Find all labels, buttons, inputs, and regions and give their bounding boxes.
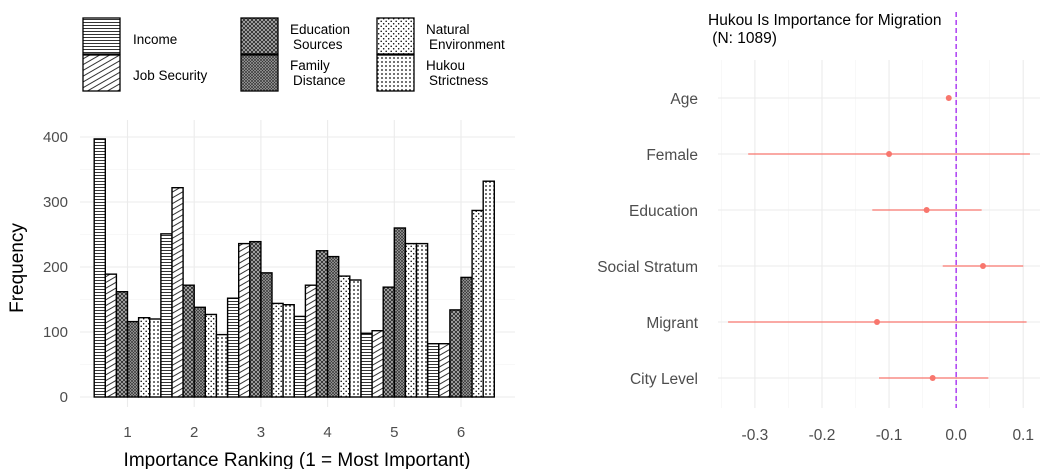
variable-label: City Level (630, 371, 698, 388)
x-tick-label: -0.3 (742, 427, 769, 444)
x-tick-label: 4 (323, 424, 331, 441)
x-axis-label: Importance Ranking (1 = Most Important) (124, 450, 471, 469)
bar-job-security-1 (104, 273, 118, 398)
legend-key-income (82, 17, 121, 55)
legend-label-natural-environment: Natural Environment (426, 22, 505, 52)
point-city-level (929, 375, 936, 381)
bar-natural-environment-1 (137, 317, 151, 398)
bar-education-sources-2 (182, 284, 195, 398)
bar-job-security-3 (237, 242, 251, 398)
bar-natural-environment-3 (271, 302, 284, 398)
x-tick-label: -0.1 (876, 427, 903, 444)
y-tick-label: 200 (43, 259, 68, 276)
bar-natural-environment-6 (471, 209, 484, 398)
x-axis-ticks: 1 2 3 4 5 6 (123, 424, 465, 441)
bar-income-5 (360, 332, 373, 398)
x-tick-label: 3 (257, 424, 265, 441)
variable-label: Migrant (646, 315, 698, 332)
x-tick-label: 1 (123, 424, 131, 441)
y-tick-label: 400 (43, 129, 68, 146)
y-axis-ticks: 0 100 200 300 400 (43, 129, 68, 406)
x-tick-label: 0.1 (1012, 427, 1034, 444)
legend-key-hukou-strictness (376, 54, 415, 92)
bar-income-6 (427, 343, 440, 398)
bar-family-distance-3 (260, 272, 273, 398)
bar-family-distance-6 (460, 276, 473, 398)
x-tick-label: 2 (190, 424, 198, 441)
coefficient-plot (728, 12, 1030, 408)
variable-labels: Age Female Education Social Stratum Migrant C… (597, 91, 698, 388)
legend-label-family-distance: Family Distance (290, 58, 346, 88)
bar-natural-environment-5 (404, 242, 418, 398)
bar-family-distance-5 (393, 227, 407, 398)
y-tick-label: 100 (43, 324, 68, 341)
y-tick-label: 0 (60, 389, 68, 406)
point-age (945, 95, 952, 101)
bar-hukou-strictness-2 (215, 333, 229, 398)
right-gridlines (718, 60, 1040, 408)
bar-education-sources-6 (449, 309, 462, 398)
bar-family-distance-2 (193, 306, 206, 398)
bar-education-sources-4 (315, 250, 329, 398)
bar-job-security-6 (438, 343, 451, 398)
point-education (923, 207, 930, 213)
bar-income-4 (293, 315, 307, 398)
legend-key-natural-environment (376, 17, 415, 55)
legend-key-job-security (82, 54, 121, 92)
bar-education-sources-3 (249, 240, 262, 398)
bar-hukou-strictness-3 (282, 304, 295, 398)
bar-hukou-strictness-4 (349, 279, 362, 398)
legend-label-income: Income (133, 32, 177, 47)
variable-label: Education (629, 203, 698, 220)
x-tick-label: 6 (457, 424, 465, 441)
legend-label-education-sources: Education Sources (290, 22, 350, 52)
point-social-stratum (979, 263, 986, 269)
variable-label: Age (670, 91, 698, 108)
point-female (886, 151, 893, 157)
bar-natural-environment-4 (338, 275, 351, 398)
bar-job-security-2 (171, 186, 184, 398)
chart-title: Hukou Is Importance for Migration (N: 10… (708, 12, 941, 47)
bar-job-security-4 (304, 284, 318, 398)
y-tick-label: 300 (43, 194, 68, 211)
chart-title-text: Hukou Is Importance for Migration (N: 10… (708, 12, 941, 47)
y-axis-label: Frequency (7, 223, 28, 313)
bar-hukou-strictness-5 (415, 242, 429, 398)
bar-family-distance-1 (126, 320, 140, 398)
bar-hukou-strictness-1 (148, 318, 162, 398)
bar-hukou-strictness-6 (482, 180, 496, 398)
bar-job-security-5 (371, 330, 384, 398)
bar-family-distance-4 (326, 255, 340, 398)
bar-natural-environment-2 (204, 313, 218, 398)
legend: Income Job Security Education Sources Family… (82, 17, 505, 92)
variable-label: Female (646, 147, 698, 164)
bar-education-sources-1 (115, 291, 129, 398)
point-migrant (873, 319, 880, 325)
variable-label: Social Stratum (597, 259, 698, 276)
legend-key-family-distance (240, 54, 279, 92)
bar-plot (93, 138, 496, 398)
x-tick-label: -0.2 (809, 427, 836, 444)
bar-income-3 (226, 297, 240, 398)
bar-income-2 (160, 233, 173, 398)
bar-income-1 (93, 138, 106, 398)
x-tick-label: 5 (390, 424, 398, 441)
coef-axis-ticks: -0.3 -0.2 -0.1 0.0 0.1 (742, 427, 1034, 444)
legend-label-hukou-strictness: Hukou Strictness (426, 58, 489, 88)
bar-education-sources-5 (382, 286, 396, 398)
legend-key-education-sources (240, 17, 279, 55)
legend-label-job-security: Job Security (133, 68, 208, 83)
x-tick-label: 0.0 (945, 427, 967, 444)
